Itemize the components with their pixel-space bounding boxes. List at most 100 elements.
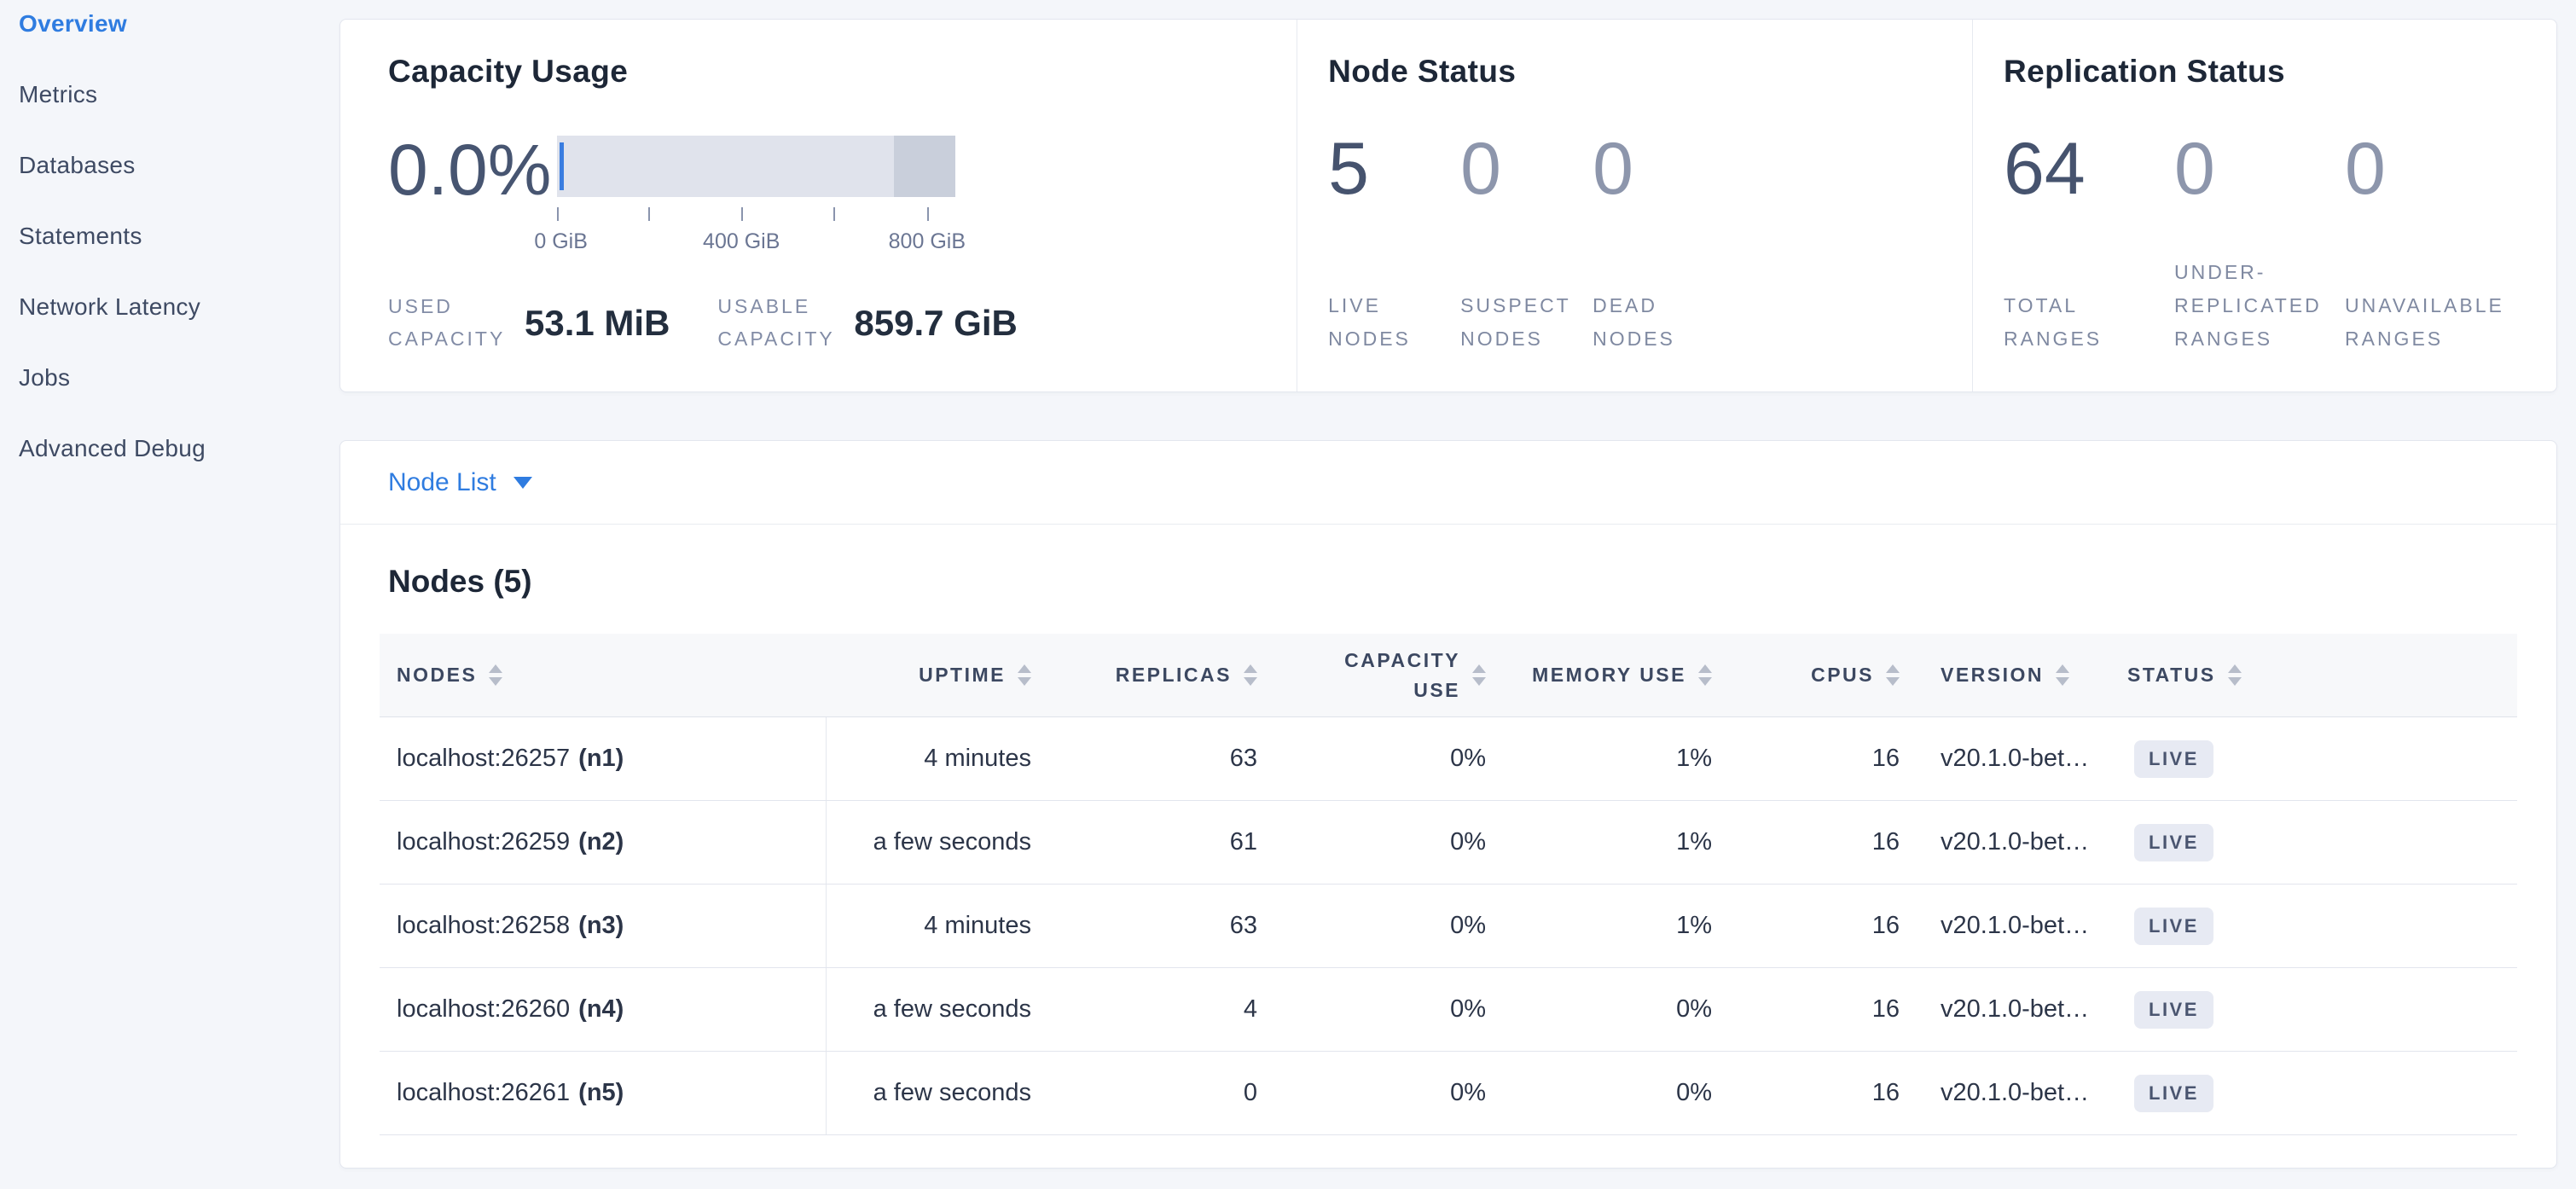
sort-icon bbox=[1244, 664, 1257, 686]
capacity-usage-title: Capacity Usage bbox=[388, 54, 629, 89]
replicas-cell: 0 bbox=[1243, 1079, 1257, 1106]
status-cell: LIVE bbox=[2126, 801, 2517, 884]
replicas-cell: 4 bbox=[1243, 995, 1257, 1023]
memory-use-cell: 1% bbox=[1676, 912, 1712, 939]
sort-icon bbox=[1472, 664, 1486, 686]
cpus-cell: 16 bbox=[1871, 745, 1900, 772]
capacity-usage-section: Capacity Usage 0.0% bbox=[340, 20, 1297, 392]
unavailable-ranges-value: 0 bbox=[2345, 128, 2386, 210]
sidebar-item-statements[interactable]: Statements bbox=[19, 223, 142, 249]
capacity-bar-reserved-segment bbox=[893, 136, 955, 197]
column-label: NODES bbox=[397, 664, 478, 686]
under-replicated-ranges-value: 0 bbox=[2174, 128, 2215, 210]
cluster-summary-card: Capacity Usage 0.0% bbox=[339, 19, 2557, 392]
sort-icon bbox=[1698, 664, 1712, 686]
node-address-cell: localhost:26260 (n4) bbox=[380, 968, 827, 1051]
sidebar-item-jobs[interactable]: Jobs bbox=[19, 364, 71, 391]
node-address-cell: localhost:26259 (n2) bbox=[380, 801, 827, 884]
column-header-status[interactable]: STATUS bbox=[2126, 634, 2517, 716]
column-header-nodes[interactable]: NODES bbox=[380, 634, 827, 716]
usable-capacity-value: 859.7 GiB bbox=[854, 303, 1018, 344]
status-cell: LIVE bbox=[2126, 968, 2517, 1051]
live-nodes-label: LIVE NODES bbox=[1328, 293, 1411, 350]
sort-icon bbox=[1018, 664, 1031, 686]
total-ranges-value: 64 bbox=[2004, 128, 2086, 210]
sidebar-item-overview[interactable]: Overview bbox=[19, 10, 127, 37]
sidebar-item-advanced-debug[interactable]: Advanced Debug bbox=[19, 435, 206, 461]
memory-use-cell: 0% bbox=[1676, 1079, 1712, 1106]
capacity-bar-used-marker bbox=[560, 142, 564, 190]
sort-icon bbox=[489, 664, 503, 686]
sort-icon bbox=[2227, 664, 2242, 686]
uptime-cell: 4 minutes bbox=[924, 912, 1031, 939]
axis-tick bbox=[833, 207, 835, 221]
suspect-nodes-stat: 0 SUSPECT NODES bbox=[1460, 132, 1593, 356]
column-header-cpus[interactable]: CPUS bbox=[1712, 634, 1900, 716]
nodes-table: NODES UPTIME REPLICAS CAPACITY USE MEMOR… bbox=[380, 634, 2517, 1135]
usable-capacity-label: USABLE CAPACITY bbox=[717, 295, 835, 351]
unavailable-ranges-stat: 0 UNAVAILABLE RANGES bbox=[2345, 132, 2515, 356]
status-cell: LIVE bbox=[2126, 884, 2517, 967]
dead-nodes-label: DEAD NODES bbox=[1593, 293, 1675, 350]
version-cell: v20.1.0-bet… bbox=[1941, 912, 2090, 939]
sidebar-item-metrics[interactable]: Metrics bbox=[19, 81, 98, 107]
column-header-uptime[interactable]: UPTIME bbox=[827, 634, 1031, 716]
column-label: STATUS bbox=[2127, 664, 2216, 686]
status-badge: LIVE bbox=[2134, 990, 2213, 1029]
nodes-table-body: localhost:26257 (n1) 4 minutes 63 0% 1% … bbox=[380, 717, 2517, 1135]
sort-icon bbox=[2056, 664, 2070, 686]
replicas-cell: 63 bbox=[1229, 745, 1257, 772]
node-address: localhost:26257 bbox=[397, 745, 571, 772]
column-header-replicas[interactable]: REPLICAS bbox=[1031, 634, 1257, 716]
column-header-capacity-use[interactable]: CAPACITY USE bbox=[1257, 634, 1486, 716]
status-badge: LIVE bbox=[2134, 823, 2213, 861]
uptime-cell: a few seconds bbox=[873, 1079, 1031, 1106]
column-label: REPLICAS bbox=[1115, 664, 1232, 686]
table-row[interactable]: localhost:26257 (n1) 4 minutes 63 0% 1% … bbox=[380, 717, 2517, 801]
sidebar-item-databases[interactable]: Databases bbox=[19, 152, 136, 178]
node-list-dropdown-label: Node List bbox=[388, 467, 496, 496]
dead-nodes-stat: 0 DEAD NODES bbox=[1593, 132, 1725, 356]
node-id: (n3) bbox=[578, 912, 624, 939]
table-row[interactable]: localhost:26258 (n3) 4 minutes 63 0% 1% … bbox=[380, 884, 2517, 968]
chevron-down-icon bbox=[513, 476, 532, 489]
version-cell: v20.1.0-bet… bbox=[1941, 1079, 2090, 1106]
column-header-memory-use[interactable]: MEMORY USE bbox=[1486, 634, 1712, 716]
column-label: CAPACITY USE bbox=[1344, 649, 1460, 701]
sort-icon bbox=[1886, 664, 1900, 686]
node-address-cell: localhost:26258 (n3) bbox=[380, 884, 827, 967]
column-label: MEMORY USE bbox=[1532, 664, 1686, 686]
table-row[interactable]: localhost:26260 (n4) a few seconds 4 0% … bbox=[380, 968, 2517, 1052]
axis-tick bbox=[557, 207, 559, 221]
cpus-cell: 16 bbox=[1871, 995, 1900, 1023]
column-label: UPTIME bbox=[919, 664, 1006, 686]
node-list-dropdown[interactable]: Node List bbox=[388, 468, 532, 497]
axis-label-800gib: 800 GiB bbox=[888, 229, 966, 253]
version-cell: v20.1.0-bet… bbox=[1941, 995, 2090, 1023]
table-row[interactable]: localhost:26259 (n2) a few seconds 61 0%… bbox=[380, 801, 2517, 884]
nodes-table-heading: Nodes (5) bbox=[388, 564, 532, 599]
dead-nodes-value: 0 bbox=[1593, 128, 1633, 210]
memory-use-cell: 0% bbox=[1676, 995, 1712, 1023]
cpus-cell: 16 bbox=[1871, 912, 1900, 939]
capacity-use-cell: 0% bbox=[1450, 1079, 1486, 1106]
main-content: Capacity Usage 0.0% bbox=[339, 19, 2557, 1169]
replicas-cell: 61 bbox=[1229, 828, 1257, 856]
sidebar-item-network-latency[interactable]: Network Latency bbox=[19, 293, 201, 320]
column-header-version[interactable]: VERSION bbox=[1900, 634, 2126, 716]
node-id: (n5) bbox=[578, 1079, 624, 1106]
capacity-percent-value: 0.0% bbox=[388, 130, 552, 210]
table-row[interactable]: localhost:26261 (n5) a few seconds 0 0% … bbox=[380, 1052, 2517, 1135]
column-label: VERSION bbox=[1941, 664, 2045, 686]
memory-use-cell: 1% bbox=[1676, 828, 1712, 856]
node-address: localhost:26259 bbox=[397, 828, 571, 856]
capacity-use-cell: 0% bbox=[1450, 912, 1486, 939]
axis-tick bbox=[647, 207, 650, 221]
live-nodes-stat: 5 LIVE NODES bbox=[1328, 132, 1460, 356]
version-cell: v20.1.0-bet… bbox=[1941, 828, 2090, 856]
uptime-cell: a few seconds bbox=[873, 828, 1031, 856]
column-label: CPUS bbox=[1811, 664, 1874, 686]
node-id: (n1) bbox=[578, 745, 624, 772]
capacity-use-cell: 0% bbox=[1450, 745, 1486, 772]
unavailable-ranges-label: UNAVAILABLE RANGES bbox=[2345, 293, 2504, 350]
